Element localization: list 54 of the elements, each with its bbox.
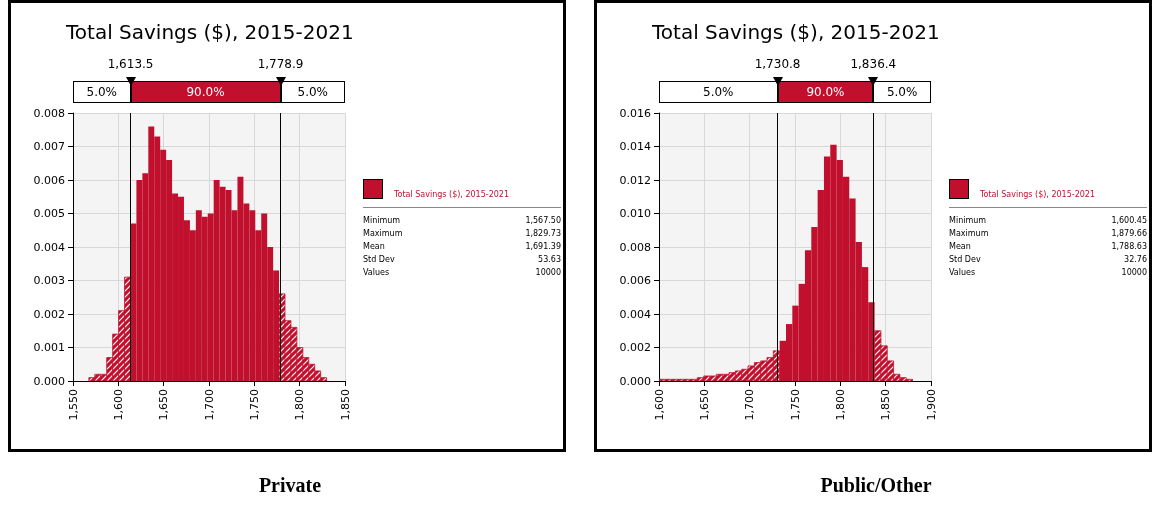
y-tick-label: 0.014 [619,140,651,153]
x-tick-label: 1,800 [833,389,847,421]
y-tick-label: 0.010 [619,207,651,220]
legend-label: Total Savings ($), 2015-2021 [393,189,510,199]
x-tick-label: 1,750 [788,389,802,421]
y-tick-label: 0.007 [33,140,65,153]
x-tick-label: 1,600 [652,389,666,421]
text: Std Dev 53.63 [363,255,561,264]
text: Public/Other [819,474,933,497]
text: Maximum 1,829.73 [363,229,561,238]
y-tick-label: 0.005 [33,207,65,220]
x-tick-label: 1,850 [879,389,893,421]
text: Maximum 1,879.66 [949,229,1147,238]
text: Mean 1,788.63 [949,242,1147,251]
x-tick-label: 1,800 [293,389,307,421]
y-tick-label: 0.008 [619,240,651,254]
y-tick-label: 0.002 [619,341,651,354]
x-tick-label: 1,700 [202,389,216,421]
y-tick-label: 0.002 [33,307,65,321]
text: Minimum 1,567.50 [363,216,561,225]
y-tick-label: 0.006 [33,173,65,187]
x-tick-label: 1,700 [743,389,757,421]
x-tick-label: 1,900 [924,389,938,421]
text: Private [257,474,323,497]
y-tick-label: 0.012 [619,173,651,187]
y-tick-label: 0.004 [33,240,65,254]
ref-line-label: 1,613.5 [107,57,154,71]
y-tick-label: 0.000 [619,374,651,388]
x-tick-label: 1,750 [247,389,261,421]
legend-label: Total Savings ($), 2015-2021 [979,189,1096,199]
chart-title: Total Savings ($), 2015-2021 [651,20,940,44]
x-tick-label: 1,600 [111,389,125,421]
chart-title: Total Savings ($), 2015-2021 [65,20,354,44]
x-tick-label: 1,650 [157,389,171,421]
text: Values 10000 [363,268,561,277]
x-tick-label: 1,850 [338,389,352,421]
x-tick-label: 1,550 [66,389,80,421]
ref-line-label: 1,836.4 [850,57,897,71]
ref-line-label: 1,778.9 [257,57,304,71]
text: Minimum 1,600.45 [949,216,1147,225]
y-tick-label: 0.003 [33,274,65,287]
y-tick-label: 0.016 [619,106,651,120]
text: Mean 1,691.39 [363,242,561,251]
ref-line-label: 1,730.8 [754,57,801,71]
x-tick-label: 1,650 [697,389,711,421]
y-tick-label: 0.004 [619,307,651,321]
y-tick-label: 0.006 [619,274,651,287]
text: Std Dev 32.76 [949,255,1147,264]
percentile-strip: 5.0% 90.0% 5.0% [659,81,931,103]
y-tick-label: 0.001 [33,341,65,354]
y-tick-label: 0.008 [33,106,65,120]
percentile-strip: 5.0% 90.0% 5.0% [73,81,345,103]
y-tick-label: 0.000 [33,374,65,388]
text: Values 10000 [949,268,1147,277]
